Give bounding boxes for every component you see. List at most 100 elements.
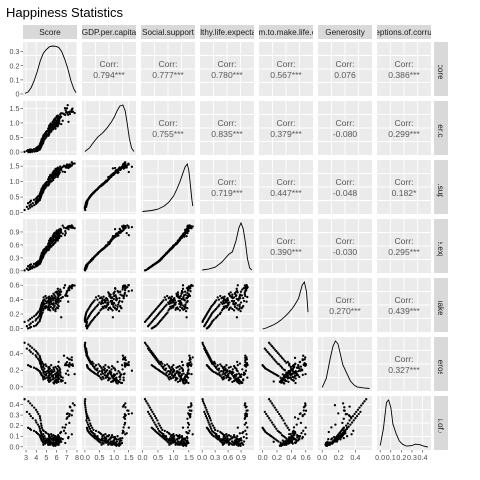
scatter-point xyxy=(334,423,337,426)
scatter-point xyxy=(28,266,31,269)
scatter-point xyxy=(107,308,110,311)
scatter-point xyxy=(183,376,186,379)
scatter-point xyxy=(278,412,281,416)
scatter-point xyxy=(235,367,238,370)
scatter-point xyxy=(186,373,189,376)
scatter-point xyxy=(218,371,221,374)
scatter-point xyxy=(210,429,214,433)
scatter-point xyxy=(47,175,51,179)
scatter-point xyxy=(206,354,209,357)
scatter-point xyxy=(95,314,98,317)
scatter-point xyxy=(84,320,87,324)
scatter-point xyxy=(122,224,125,227)
x-tick-label: 8 xyxy=(75,453,79,462)
scatter-point xyxy=(219,363,222,366)
scatter-point xyxy=(227,366,231,369)
scatter-point xyxy=(292,429,295,433)
scatter-point xyxy=(56,434,60,437)
scatter-point xyxy=(220,301,223,304)
scatter-point xyxy=(118,297,121,300)
scatter-point xyxy=(273,348,276,351)
scatter-point xyxy=(118,375,121,379)
scatter-point xyxy=(181,367,184,370)
panel-5-4 xyxy=(259,337,313,391)
scatter-point xyxy=(152,412,155,416)
scatter-point xyxy=(64,294,67,297)
scatter-point xyxy=(63,170,67,174)
scatter-point xyxy=(94,429,98,433)
scatter-point xyxy=(222,437,225,440)
scatter-point xyxy=(64,109,67,112)
scatter-point xyxy=(66,356,69,360)
scatter-point xyxy=(222,370,225,374)
scatter-point xyxy=(167,376,170,379)
corr-label: Corr: xyxy=(276,177,295,187)
scatter-point xyxy=(123,413,126,416)
corr-value: 0.390*** xyxy=(270,247,302,257)
scatter-point xyxy=(99,302,103,306)
scatter-point xyxy=(273,406,276,409)
scatter-point xyxy=(365,398,368,401)
scatter-point xyxy=(165,371,168,374)
scatter-point xyxy=(269,354,272,357)
scatter-point xyxy=(84,406,87,409)
scatter-point xyxy=(124,402,127,405)
scatter-point xyxy=(38,417,42,420)
scatter-point xyxy=(293,416,297,419)
scatter-point xyxy=(49,173,52,177)
scatter-point xyxy=(104,376,108,379)
scatter-point xyxy=(328,443,331,446)
scatter-point xyxy=(61,165,64,169)
scatter-point xyxy=(70,358,73,362)
scatter-point xyxy=(64,231,67,235)
scatter-point xyxy=(117,369,120,373)
scatter-point xyxy=(240,439,243,442)
scatter-point xyxy=(116,435,119,438)
scatter-point xyxy=(126,409,129,412)
column-strip-label: Generosity xyxy=(325,28,365,37)
scatter-point xyxy=(67,120,70,124)
scatter-point xyxy=(36,357,40,360)
scatter-point xyxy=(170,295,174,298)
scatter-point xyxy=(99,373,103,376)
scatter-point xyxy=(168,299,172,303)
scatter-point xyxy=(112,305,115,308)
y-tick-label: 0.3 xyxy=(10,411,20,420)
scatter-point xyxy=(62,429,66,432)
scatter-point xyxy=(103,369,106,372)
scatter-point xyxy=(52,381,55,384)
scatter-point xyxy=(36,410,39,414)
scatter-point xyxy=(152,310,155,313)
scatter-point xyxy=(102,295,105,298)
scatter-point xyxy=(64,381,67,385)
scatter-point xyxy=(45,302,48,305)
scatter-point xyxy=(293,438,297,441)
scatter-point xyxy=(113,228,117,231)
scatter-point xyxy=(187,368,190,371)
scatter-point xyxy=(30,150,34,153)
panel-1-2: Corr:0.755*** xyxy=(141,101,195,155)
scatter-point xyxy=(188,409,191,412)
scatter-point xyxy=(304,356,307,359)
scatter-point xyxy=(283,441,286,444)
scatter-point xyxy=(218,312,222,316)
y-tick-label: 1.5 xyxy=(10,162,20,171)
scatter-point xyxy=(113,171,117,175)
panel-5-2 xyxy=(141,337,195,391)
scatter-point xyxy=(235,373,238,376)
scatter-point xyxy=(191,356,194,359)
scatter-point xyxy=(187,406,190,409)
scatter-point xyxy=(222,375,225,379)
scatter-point xyxy=(29,317,32,321)
scatter-point xyxy=(98,301,101,304)
scatter-point xyxy=(275,408,278,411)
scatter-point xyxy=(85,349,88,352)
scatter-point xyxy=(149,414,152,418)
scatter-point xyxy=(304,409,308,412)
scatter-point xyxy=(46,369,49,373)
scatter-point xyxy=(98,364,102,368)
panel-5-0 xyxy=(23,337,78,391)
scatter-point xyxy=(299,421,303,425)
scatter-point xyxy=(244,360,247,364)
y-tick-label: 0.3 xyxy=(10,47,20,56)
